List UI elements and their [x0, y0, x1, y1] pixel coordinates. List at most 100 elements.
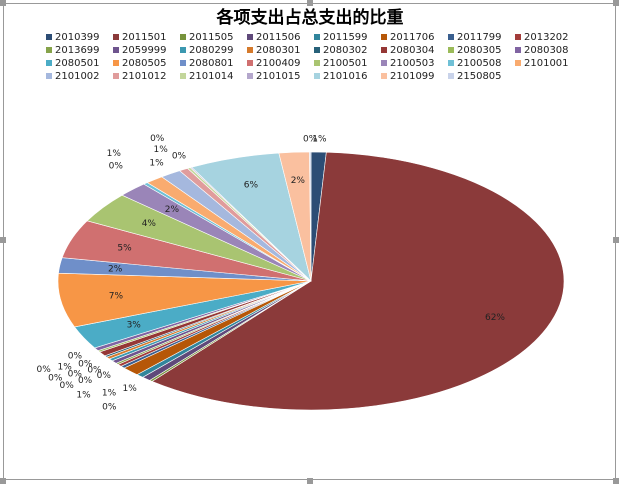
legend-label: 2101002	[55, 71, 100, 82]
legend-swatch	[180, 47, 186, 53]
handle	[613, 478, 619, 484]
legend-swatch	[448, 34, 454, 40]
legend-label: 2080501	[55, 58, 100, 69]
handle	[307, 478, 313, 484]
legend-swatch	[113, 34, 119, 40]
legend-swatch	[314, 47, 320, 53]
legend-swatch	[180, 73, 186, 79]
legend-swatch	[314, 34, 320, 40]
legend-label: 2011505	[189, 32, 234, 43]
legend-label: 2100508	[457, 58, 502, 69]
legend-label: 2080304	[390, 45, 435, 56]
data-label: 0%	[102, 402, 117, 412]
data-label: 0%	[172, 152, 187, 162]
data-label: 1%	[107, 149, 122, 159]
legend-label: 2080505	[122, 58, 167, 69]
data-label: 2%	[165, 205, 180, 215]
legend-label: 2011506	[256, 32, 301, 43]
legend-swatch	[180, 60, 186, 66]
legend-swatch	[314, 60, 320, 66]
legend-label: 2011501	[122, 32, 167, 43]
handle	[0, 0, 6, 6]
legend-label: 2080308	[524, 45, 569, 56]
legend-label: 2100503	[390, 58, 435, 69]
legend-swatch	[381, 60, 387, 66]
legend-label: 2010399	[55, 32, 100, 43]
data-label: 0%	[37, 365, 52, 375]
legend-label: 2080305	[457, 45, 502, 56]
legend-label: 2011799	[457, 32, 502, 43]
legend-label: 2101001	[524, 58, 569, 69]
data-label: 0%	[60, 381, 75, 391]
legend-label: 2101015	[256, 71, 301, 82]
data-label: 0%	[78, 376, 93, 386]
legend-swatch	[247, 34, 253, 40]
data-label: 0%	[109, 161, 124, 171]
data-label: 3%	[127, 321, 142, 331]
handle	[307, 0, 313, 6]
chart-title: 各项支出占总支出的比重	[216, 7, 404, 28]
data-label: 1%	[58, 363, 73, 373]
handle	[0, 478, 6, 484]
pie-slice	[309, 151, 312, 282]
legend-swatch	[448, 60, 454, 66]
data-label: 0%	[303, 135, 318, 145]
legend-swatch	[113, 73, 119, 79]
legend-swatch	[113, 60, 119, 66]
legend-label: 2080299	[189, 45, 234, 56]
legend-label: 2101099	[390, 71, 435, 82]
legend-swatch	[448, 47, 454, 53]
data-label: 0%	[78, 359, 93, 369]
data-label: 0%	[68, 352, 83, 362]
legend-swatch	[46, 60, 52, 66]
legend-label: 2080301	[256, 45, 301, 56]
legend-label: 2013699	[55, 45, 100, 56]
legend-label: 2101014	[189, 71, 234, 82]
legend-swatch	[314, 73, 320, 79]
legend-swatch	[381, 73, 387, 79]
handle	[613, 0, 619, 6]
legend-label: 2150805	[457, 71, 502, 82]
legend-swatch	[46, 47, 52, 53]
data-label: 62%	[485, 313, 505, 323]
legend-label: 2100501	[323, 58, 368, 69]
data-label: 0%	[87, 366, 102, 376]
data-label: 4%	[142, 219, 157, 229]
data-label: 1%	[154, 145, 169, 155]
legend-swatch	[515, 60, 521, 66]
handle	[0, 237, 6, 243]
legend-label: 2013202	[524, 32, 569, 43]
legend-label: 2011599	[323, 32, 368, 43]
legend-label: 2080302	[323, 45, 368, 56]
data-label: 1%	[123, 384, 138, 394]
data-label: 0%	[97, 371, 112, 381]
data-label: 5%	[117, 244, 132, 254]
legend-swatch	[180, 34, 186, 40]
legend-label: 2080801	[189, 58, 234, 69]
legend-label: 2059999	[122, 45, 167, 56]
legend-swatch	[381, 47, 387, 53]
legend-swatch	[515, 34, 521, 40]
pie-slice	[57, 272, 312, 328]
handle	[613, 237, 619, 243]
legend-swatch	[247, 73, 253, 79]
data-label: 1%	[149, 158, 164, 168]
legend-swatch	[381, 34, 387, 40]
legend-swatch	[113, 47, 119, 53]
legend-swatch	[448, 73, 454, 79]
legend-swatch	[515, 47, 521, 53]
legend-label: 2011706	[390, 32, 435, 43]
data-label: 2%	[108, 264, 123, 274]
legend-label: 2101012	[122, 71, 167, 82]
data-label: 6%	[244, 181, 259, 191]
pie-slice	[151, 151, 565, 411]
data-label: 1%	[102, 389, 117, 399]
legend-swatch	[46, 73, 52, 79]
data-label: 0%	[68, 370, 83, 380]
data-label: 1%	[76, 390, 91, 400]
legend-label: 2101016	[323, 71, 368, 82]
data-label: 0%	[150, 134, 165, 144]
legend-label: 2100409	[256, 58, 301, 69]
